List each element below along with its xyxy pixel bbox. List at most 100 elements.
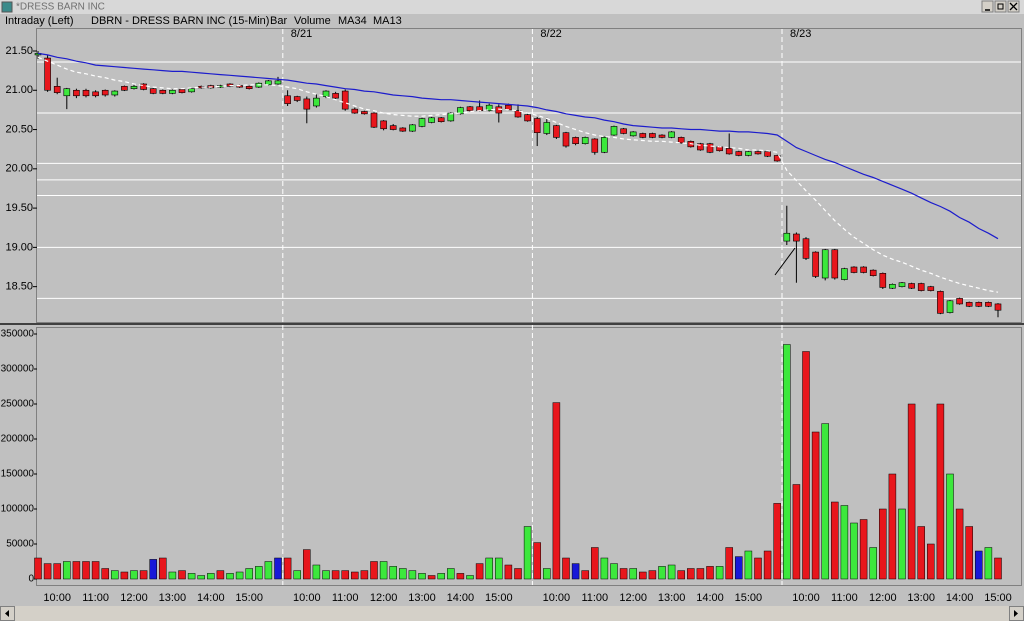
volume-bar [667, 564, 676, 580]
candle-body [533, 118, 541, 133]
x-tick-label: 12:00 [370, 592, 398, 604]
legend-ma13: MA13 [373, 15, 402, 27]
volume-bar [648, 570, 657, 580]
volume-bar [168, 571, 177, 580]
candle-body [543, 122, 551, 134]
day-label: 8/21 [291, 28, 312, 40]
candle-body [284, 95, 291, 104]
candle-body [524, 114, 531, 122]
candle-body [658, 134, 666, 138]
candle-body [322, 90, 330, 97]
candle-body [428, 117, 435, 123]
candle-body [620, 128, 627, 134]
volume-bar [984, 547, 993, 580]
volume-bar [792, 484, 801, 580]
x-tick-label: 11:00 [332, 592, 359, 604]
moving-average-line [37, 56, 999, 293]
volume-bar [927, 543, 935, 580]
volume-bar [331, 570, 340, 580]
volume-bar [888, 473, 897, 580]
candle-body [495, 106, 503, 114]
window-title: *DRESS BARN INC [16, 2, 105, 13]
candle-body [169, 89, 176, 94]
title-bar [0, 0, 1024, 14]
volume-bar [72, 561, 81, 580]
x-tick-label: 11:00 [831, 592, 858, 604]
x-tick-label: 11:00 [581, 592, 608, 604]
volume-bar [696, 568, 705, 580]
window-buttons[interactable] [981, 0, 1020, 13]
x-tick-label: 13:00 [408, 592, 436, 604]
volume-bar [994, 557, 1002, 580]
volume-bar [370, 561, 378, 580]
volume-bar [735, 556, 743, 580]
candle-body [572, 137, 579, 144]
volume-bar [226, 573, 234, 580]
volume-bar [341, 570, 349, 580]
volume-bar [571, 563, 580, 580]
moving-average-line [37, 52, 999, 240]
restore-button[interactable] [994, 0, 1007, 13]
day-label: 8/22 [540, 28, 561, 40]
candle-body [562, 132, 570, 147]
candle-body [466, 106, 474, 111]
candle-body [937, 291, 944, 314]
volume-bar [34, 557, 42, 580]
volume-bar [725, 547, 733, 580]
x-tick-label: 14:00 [197, 592, 225, 604]
candle-body [274, 80, 282, 85]
price-tick-label: 21.00 [5, 84, 33, 96]
candle-body [447, 112, 455, 122]
candle-body [188, 88, 195, 93]
volume-bar [43, 563, 52, 580]
volume-bar [235, 571, 244, 580]
window-icon [1, 1, 13, 13]
volume-bar [293, 570, 301, 580]
volume-bar [139, 570, 148, 580]
x-tick-label: 12:00 [619, 592, 647, 604]
price-tick-label: 19.00 [5, 241, 33, 253]
volume-bar [763, 550, 772, 580]
candle-body [303, 98, 311, 110]
volume-tick-label: 350000 [1, 329, 35, 340]
candle-body [956, 298, 963, 305]
candle-body [725, 148, 733, 155]
candle-body [985, 302, 992, 307]
candle-body [879, 272, 887, 288]
volume-bar [351, 571, 359, 580]
candle-body [380, 120, 387, 130]
volume-bar [543, 568, 551, 580]
candle-body [706, 143, 714, 153]
candle-body [418, 118, 426, 127]
scrollbar[interactable] [0, 606, 1024, 621]
candle-body [92, 91, 99, 97]
volume-bar [427, 575, 436, 580]
volume-bar [485, 557, 493, 580]
candle-body [111, 90, 119, 96]
candle-body [130, 86, 138, 89]
candle-body [735, 151, 743, 156]
candle-body [140, 83, 147, 90]
volume-bar [955, 508, 964, 580]
x-tick-label: 10:00 [792, 592, 820, 604]
trendline-annotation [774, 247, 796, 276]
candle-body [245, 86, 253, 89]
minimize-button[interactable] [981, 0, 994, 13]
candle-body [601, 137, 608, 153]
volume-bar [715, 566, 724, 580]
volume-bar [495, 557, 503, 580]
volume-bar [946, 473, 954, 580]
candle-body [409, 124, 416, 132]
volume-bar [130, 570, 138, 580]
volume-bar [514, 568, 522, 580]
volume-bar [754, 557, 762, 580]
candle-body [889, 283, 896, 289]
close-glyph [1009, 2, 1018, 11]
volume-bar [591, 547, 599, 580]
volume-bar [245, 568, 253, 580]
volume-bar [859, 519, 868, 580]
x-tick-label: 13:00 [159, 592, 187, 604]
volume-bar [274, 557, 282, 580]
candle-body [917, 283, 925, 291]
